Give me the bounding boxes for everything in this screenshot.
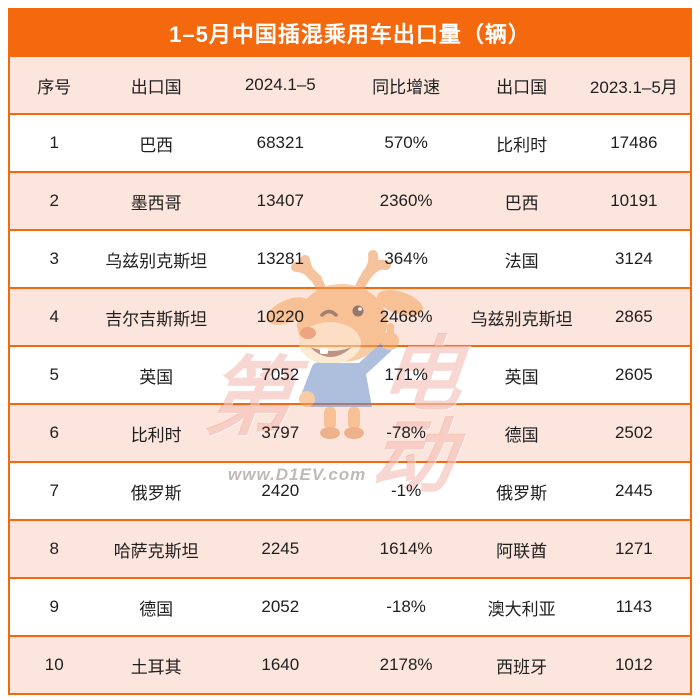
cell-value-2024: 2420 xyxy=(261,481,300,500)
cell-rank: 3 xyxy=(49,249,59,268)
table-header-row: 序号 出口国 2024.1–5 同比增速 出口国 2023.1–5月 xyxy=(10,57,690,113)
cell-country-2024: 墨西哥 xyxy=(130,193,182,213)
cell-country-2024: 俄罗斯 xyxy=(130,483,182,503)
cell-value-2024: 68321 xyxy=(256,133,304,152)
cell-value-2024: 7052 xyxy=(261,365,300,384)
cell-country-2023: 澳大利亚 xyxy=(487,599,556,619)
cell-country-2024: 巴西 xyxy=(139,135,174,155)
cell-value-2024: 2245 xyxy=(261,539,300,558)
cell-rank: 9 xyxy=(49,597,59,616)
cell-yoy: 2468% xyxy=(379,307,433,326)
cell-yoy: 364% xyxy=(384,249,428,268)
cell-yoy: 1614% xyxy=(379,539,433,558)
cell-value-2024: 2052 xyxy=(261,597,300,616)
cell-value-2024: 3797 xyxy=(261,423,300,442)
cell-country-2024: 英国 xyxy=(139,367,174,387)
cell-value-2024: 1640 xyxy=(261,655,300,674)
cell-value-2023: 1012 xyxy=(614,655,653,674)
cell-country-2024: 乌兹别克斯坦 xyxy=(105,251,208,271)
cell-yoy: 2178% xyxy=(379,655,433,674)
cell-value-2024: 10220 xyxy=(256,307,304,326)
cell-country-2024: 哈萨克斯坦 xyxy=(113,541,199,561)
col-header-rank: 序号 xyxy=(37,77,72,97)
col-header-yoy-growth: 同比增速 xyxy=(372,77,441,97)
cell-rank: 5 xyxy=(49,365,59,384)
col-header-country-2024: 出口国 xyxy=(130,77,182,97)
cell-value-2023: 2502 xyxy=(614,423,653,442)
cell-value-2023: 2605 xyxy=(614,365,653,384)
cell-country-2024: 吉尔吉斯斯坦 xyxy=(105,309,208,329)
cell-yoy: 171% xyxy=(384,365,428,384)
cell-value-2024: 13407 xyxy=(256,191,304,210)
cell-value-2023: 17486 xyxy=(610,133,658,152)
cell-value-2023: 3124 xyxy=(614,249,653,268)
table-title: 1–5月中国插混乘用车出口量（辆） xyxy=(8,8,692,57)
cell-country-2023: 比利时 xyxy=(496,135,548,155)
cell-value-2024: 13281 xyxy=(256,249,304,268)
table-row: 3 乌兹别克斯坦 13281 364% 法国 3124 xyxy=(10,229,690,287)
table-row: 6 比利时 3797 -78% 德国 2502 xyxy=(10,403,690,461)
cell-country-2024: 土耳其 xyxy=(130,657,182,677)
cell-rank: 2 xyxy=(49,191,59,210)
table-row: 8 哈萨克斯坦 2245 1614% 阿联酋 1271 xyxy=(10,519,690,577)
cell-rank: 10 xyxy=(44,655,64,674)
cell-country-2023: 俄罗斯 xyxy=(496,483,548,503)
cell-value-2023: 1143 xyxy=(615,597,653,616)
cell-rank: 7 xyxy=(49,481,59,500)
cell-value-2023: 1271 xyxy=(614,539,653,558)
cell-yoy: -1% xyxy=(390,481,422,500)
table-row: 2 墨西哥 13407 2360% 巴西 10191 xyxy=(10,171,690,229)
cell-value-2023: 2865 xyxy=(614,307,653,326)
col-header-country-2023: 出口国 xyxy=(496,77,548,97)
cell-country-2024: 比利时 xyxy=(130,425,182,445)
table-row: 1 巴西 68321 570% 比利时 17486 xyxy=(10,113,690,171)
export-table-figure: 1–5月中国插混乘用车出口量（辆） 第 xyxy=(8,8,692,695)
cell-yoy: 570% xyxy=(384,133,428,152)
cell-country-2023: 德国 xyxy=(504,425,539,445)
cell-country-2023: 巴西 xyxy=(504,193,539,213)
cell-country-2023: 乌兹别克斯坦 xyxy=(470,309,573,329)
cell-value-2023: 10191 xyxy=(610,191,658,210)
table-row: 10 土耳其 1640 2178% 西班牙 1012 xyxy=(10,635,690,693)
col-header-2023-value: 2023.1–5月 xyxy=(589,77,678,97)
export-table: 第 xyxy=(8,57,692,695)
cell-country-2023: 法国 xyxy=(504,251,539,271)
table-row: 4 吉尔吉斯斯坦 10220 2468% 乌兹别克斯坦 2865 xyxy=(10,287,690,345)
cell-country-2023: 英国 xyxy=(504,367,539,387)
cell-value-2023: 2445 xyxy=(614,481,653,500)
col-header-2024-value: 2024.1–5 xyxy=(244,75,316,94)
table-row: 5 英国 7052 171% 英国 2605 xyxy=(10,345,690,403)
cell-rank: 6 xyxy=(49,423,59,442)
cell-yoy: -78% xyxy=(386,423,426,442)
cell-country-2023: 阿联酋 xyxy=(496,541,548,561)
table-row: 9 德国 2052 -18% 澳大利亚 1143 xyxy=(10,577,690,635)
cell-yoy: -18% xyxy=(386,597,426,616)
cell-rank: 4 xyxy=(49,307,59,326)
table-row: 7 俄罗斯 2420 -1% 俄罗斯 2445 xyxy=(10,461,690,519)
cell-yoy: 2360% xyxy=(379,191,433,210)
cell-country-2023: 西班牙 xyxy=(496,657,548,677)
cell-rank: 1 xyxy=(49,133,59,152)
cell-country-2024: 德国 xyxy=(139,599,174,619)
cell-rank: 8 xyxy=(49,539,59,558)
